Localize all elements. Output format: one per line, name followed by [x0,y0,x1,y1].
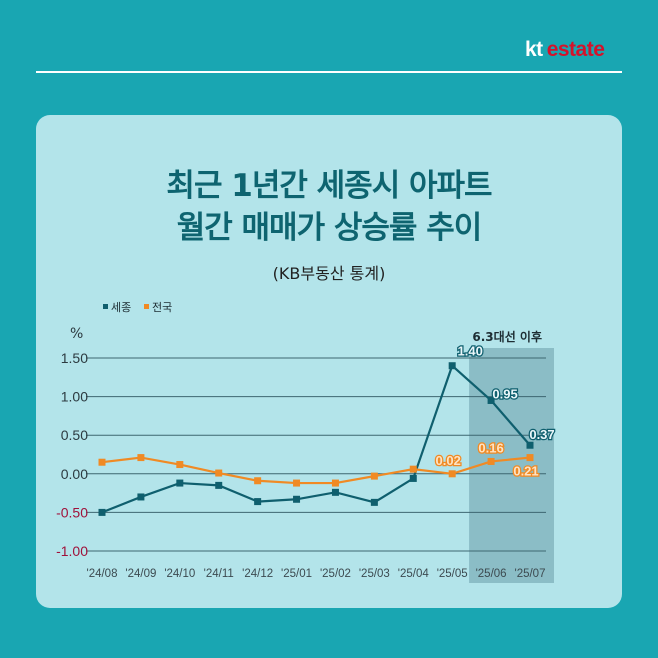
x-tick-label: '25/04 [398,568,430,580]
x-tick-label: '25/02 [320,568,351,580]
header-divider [36,71,622,73]
data-label: 0.02 [436,453,461,468]
data-point [98,508,106,516]
data-point [370,472,378,480]
y-tick-label: 1.50 [61,350,88,366]
y-tick-label: -1.00 [56,543,88,559]
legend-label: 세종 [111,301,131,314]
data-point [176,461,184,469]
x-tick-label: '24/12 [242,568,273,580]
series-line-전국 [101,456,531,485]
x-tick-label: '25/07 [515,568,546,580]
data-point [137,493,145,501]
chart-subtitle: (KB부동산 통계) [272,264,386,283]
data-point [137,454,145,462]
data-point [98,458,106,466]
data-point [215,481,223,489]
x-tick-label: '25/03 [359,568,390,580]
logo-kt: kt [525,38,543,61]
data-label: 1.40 [458,344,483,359]
legend-marker [144,304,149,309]
x-tick-label: '24/10 [164,568,195,580]
data-point [526,454,534,462]
data-point [487,396,495,404]
data-label: 0.21 [513,464,538,479]
data-point [448,362,456,370]
data-point [409,474,417,482]
x-tick-label: '24/11 [204,568,234,580]
data-point [526,441,534,449]
x-tick-label: '24/09 [125,568,156,580]
title-line-1: 최근 1년간 세종시 아파트 [166,168,492,204]
y-tick-label: 0.00 [61,466,88,482]
y-tick-label: 1.00 [61,389,88,405]
x-tick-label: '25/06 [476,568,507,580]
data-point [331,479,339,487]
highlight-band [469,348,554,583]
y-tick-label: -0.50 [56,504,88,520]
y-axis-unit: % [70,326,83,342]
data-point [215,469,223,477]
chart-card [36,115,622,608]
data-point [293,495,301,503]
title-line-2: 월간 매매가 상승률 추이 [176,210,483,246]
x-tick-label: '25/01 [281,568,312,580]
y-tick-label: 0.50 [61,427,88,443]
data-point [370,498,378,506]
data-point [176,479,184,487]
data-point [448,470,456,478]
data-point [409,465,417,473]
logo-estate: estate [546,38,605,61]
data-point [331,488,339,496]
data-label: 0.37 [529,427,554,442]
kt-estate-logo: kt estate [525,38,605,62]
x-tick-label: '25/05 [437,568,468,580]
data-label: 0.16 [478,440,503,455]
data-label: 0.95 [492,386,517,401]
highlight-label: 6.3대선 이후 [472,329,542,344]
legend-label: 전국 [152,301,172,314]
data-point [487,457,495,465]
legend-marker [103,304,108,309]
data-point [254,498,262,506]
data-point [293,479,301,487]
x-tick-label: '24/08 [87,568,118,580]
data-point [254,477,262,485]
series-line-세종 [101,363,531,514]
